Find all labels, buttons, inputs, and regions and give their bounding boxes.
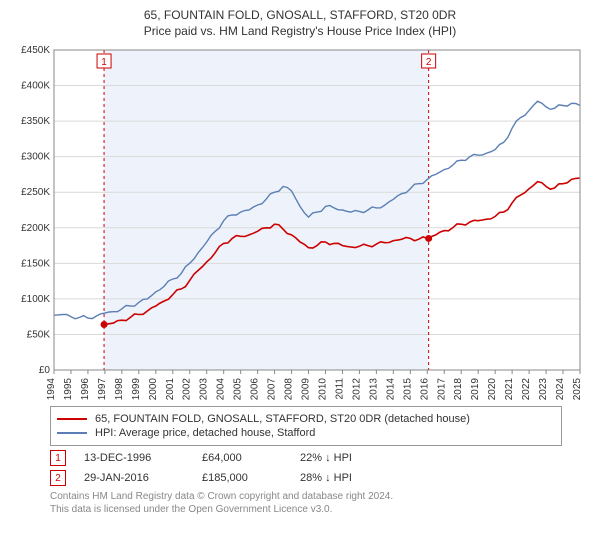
- svg-text:2006: 2006: [250, 378, 261, 401]
- chart-titles: 65, FOUNTAIN FOLD, GNOSALL, STAFFORD, ST…: [10, 8, 590, 38]
- svg-text:£450K: £450K: [21, 45, 50, 56]
- legend-swatch: [57, 418, 87, 420]
- svg-text:2012: 2012: [351, 378, 362, 401]
- svg-text:2013: 2013: [368, 378, 379, 401]
- title-address: 65, FOUNTAIN FOLD, GNOSALL, STAFFORD, ST…: [10, 8, 590, 22]
- svg-text:2017: 2017: [436, 378, 447, 401]
- svg-text:1997: 1997: [97, 378, 108, 401]
- marker-date: 13-DEC-1996: [84, 452, 184, 464]
- marker-price: £185,000: [202, 472, 282, 484]
- svg-text:2023: 2023: [538, 378, 549, 401]
- marker-delta: 22% ↓ HPI: [300, 452, 352, 464]
- footer-line2: This data is licensed under the Open Gov…: [50, 503, 562, 516]
- svg-text:£150K: £150K: [21, 258, 50, 269]
- marker-table: 1 13-DEC-1996 £64,000 22% ↓ HPI 2 29-JAN…: [50, 450, 562, 486]
- svg-text:1995: 1995: [63, 378, 74, 401]
- svg-text:2005: 2005: [233, 378, 244, 401]
- svg-text:2016: 2016: [419, 378, 430, 401]
- svg-text:2007: 2007: [267, 378, 278, 401]
- svg-text:£250K: £250K: [21, 187, 50, 198]
- svg-text:2: 2: [426, 57, 432, 68]
- marker-row-2: 2 29-JAN-2016 £185,000 28% ↓ HPI: [50, 470, 562, 486]
- svg-text:£200K: £200K: [21, 223, 50, 234]
- svg-text:£300K: £300K: [21, 152, 50, 163]
- legend: 65, FOUNTAIN FOLD, GNOSALL, STAFFORD, ST…: [50, 406, 562, 446]
- svg-text:1994: 1994: [46, 378, 57, 401]
- legend-label: HPI: Average price, detached house, Staf…: [95, 427, 315, 439]
- svg-text:£50K: £50K: [27, 329, 51, 340]
- svg-text:2011: 2011: [334, 378, 345, 400]
- svg-text:1998: 1998: [114, 378, 125, 401]
- svg-text:£400K: £400K: [21, 81, 50, 92]
- legend-item-property: 65, FOUNTAIN FOLD, GNOSALL, STAFFORD, ST…: [57, 413, 555, 425]
- title-subtitle: Price paid vs. HM Land Registry's House …: [10, 24, 590, 38]
- svg-text:2003: 2003: [199, 378, 210, 401]
- svg-text:£350K: £350K: [21, 116, 50, 127]
- svg-text:2022: 2022: [521, 378, 532, 401]
- marker-row-1: 1 13-DEC-1996 £64,000 22% ↓ HPI: [50, 450, 562, 466]
- marker-badge: 1: [50, 450, 66, 466]
- marker-badge: 2: [50, 470, 66, 486]
- footer: Contains HM Land Registry data © Crown c…: [50, 490, 562, 516]
- svg-text:1999: 1999: [131, 378, 142, 401]
- marker-date: 29-JAN-2016: [84, 472, 184, 484]
- chart-svg: £0 £50K £100K £150K £200K £250K £300K £350K £400…: [10, 42, 590, 402]
- svg-text:2021: 2021: [504, 378, 515, 401]
- legend-item-hpi: HPI: Average price, detached house, Staf…: [57, 427, 555, 439]
- svg-text:2010: 2010: [317, 378, 328, 401]
- marker-price: £64,000: [202, 452, 282, 464]
- footer-line1: Contains HM Land Registry data © Crown c…: [50, 490, 562, 503]
- svg-text:1: 1: [101, 57, 107, 68]
- svg-text:2014: 2014: [385, 378, 396, 401]
- svg-text:2009: 2009: [301, 378, 312, 401]
- svg-text:2000: 2000: [148, 378, 159, 401]
- legend-swatch: [57, 432, 87, 434]
- svg-text:2004: 2004: [216, 378, 227, 401]
- svg-text:2001: 2001: [165, 378, 176, 401]
- svg-text:2002: 2002: [182, 378, 193, 401]
- svg-text:2019: 2019: [470, 378, 481, 401]
- svg-text:2015: 2015: [402, 378, 413, 401]
- svg-text:2025: 2025: [572, 378, 583, 401]
- svg-text:2020: 2020: [487, 378, 498, 401]
- marker-delta: 28% ↓ HPI: [300, 472, 352, 484]
- legend-label: 65, FOUNTAIN FOLD, GNOSALL, STAFFORD, ST…: [95, 413, 470, 425]
- price-chart: £0 £50K £100K £150K £200K £250K £300K £350K £400…: [10, 42, 590, 402]
- svg-text:£100K: £100K: [21, 294, 50, 305]
- svg-text:2024: 2024: [555, 378, 566, 401]
- svg-text:2018: 2018: [453, 378, 464, 401]
- svg-text:£0: £0: [39, 365, 51, 376]
- svg-text:1996: 1996: [80, 378, 91, 401]
- svg-text:2008: 2008: [284, 378, 295, 401]
